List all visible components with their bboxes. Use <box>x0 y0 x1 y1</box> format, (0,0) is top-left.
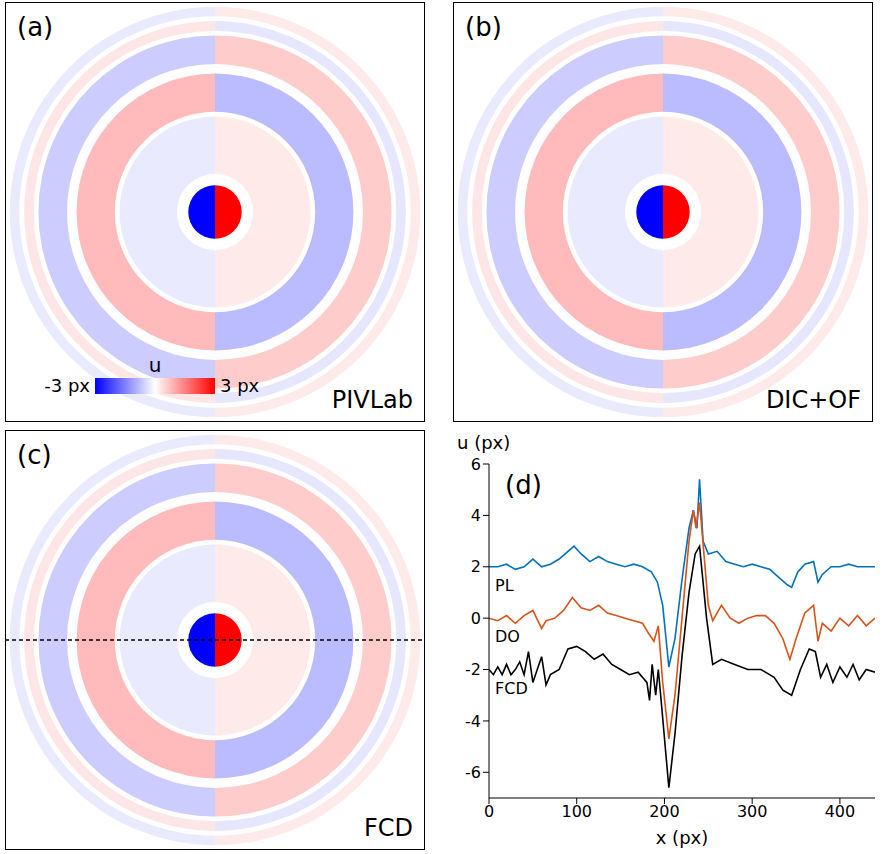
svg-text:(a): (a) <box>17 12 53 42</box>
html-text:u (px): u (px) <box>457 432 511 453</box>
svg-text:FCD: FCD <box>364 814 413 842</box>
svg-text:(c): (c) <box>17 440 52 470</box>
svg-text:-6: -6 <box>465 763 481 782</box>
svg-text:2: 2 <box>471 557 481 576</box>
svg-text:400: 400 <box>825 802 856 821</box>
svg-text:-3 px: -3 px <box>44 375 90 396</box>
svg-text:FCD: FCD <box>495 679 528 698</box>
svg-text:0: 0 <box>471 609 481 628</box>
svg-text:PIVLab: PIVLab <box>332 386 413 414</box>
svg-text:-2: -2 <box>465 660 481 679</box>
svg-text:6: 6 <box>471 455 481 474</box>
svg-text:0: 0 <box>484 802 494 821</box>
html-text:(d): (d) <box>505 470 542 500</box>
svg-text:PL: PL <box>495 576 514 595</box>
svg-text:(b): (b) <box>465 12 502 42</box>
svg-text:u: u <box>149 353 162 377</box>
svg-text:-4: -4 <box>465 712 481 731</box>
svg-text:4: 4 <box>471 506 481 525</box>
svg-text:x (px): x (px) <box>656 827 709 848</box>
svg-text:300: 300 <box>737 802 768 821</box>
svg-text:100: 100 <box>561 802 592 821</box>
svg-text:DO: DO <box>495 627 520 646</box>
svg-text:DIC+OF: DIC+OF <box>766 386 861 414</box>
svg-text:3 px: 3 px <box>220 375 260 396</box>
svg-text:200: 200 <box>649 802 680 821</box>
